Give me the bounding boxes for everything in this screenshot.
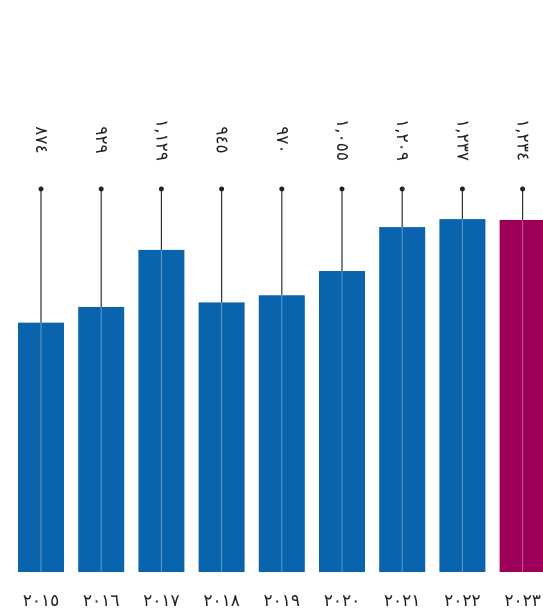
value-label: ١,٢٠٩ bbox=[392, 119, 412, 161]
x-tick-label: ٢٠١٧ bbox=[143, 591, 180, 611]
label-dot bbox=[459, 186, 465, 192]
label-dot bbox=[98, 186, 104, 192]
x-tick-label: ٢٠١٩ bbox=[264, 591, 301, 611]
label-dot bbox=[38, 186, 44, 192]
x-tick-label: ٢٠١٨ bbox=[203, 591, 240, 611]
x-tick-label: ٢٠١٥ bbox=[23, 591, 60, 611]
x-tick-label: ٢٠٢٢ bbox=[444, 591, 481, 611]
bar bbox=[499, 219, 543, 572]
x-tick-label: ٢٠٢٣ bbox=[504, 591, 541, 611]
bar bbox=[18, 322, 64, 572]
x-tick-label: ٢٠٢١ bbox=[384, 591, 421, 611]
bar bbox=[439, 219, 486, 572]
value-label: ١,١٢٩ bbox=[151, 119, 171, 161]
value-label: ١,٢٣٤ bbox=[513, 119, 533, 161]
bar bbox=[198, 302, 245, 572]
value-label: ١,٠٥٥ bbox=[332, 119, 352, 161]
value-label: ٩٧٠ bbox=[272, 126, 292, 153]
value-label: ٨٧٤ bbox=[31, 126, 51, 153]
label-dot bbox=[219, 186, 225, 192]
value-label: ١,٢٣٧ bbox=[452, 119, 472, 161]
value-label: ٩٤٥ bbox=[212, 126, 232, 153]
bar bbox=[319, 271, 365, 572]
bar bbox=[258, 295, 305, 572]
label-dot bbox=[520, 186, 526, 192]
value-label: ٩٢٩ bbox=[91, 126, 111, 153]
label-dot bbox=[399, 186, 405, 192]
x-tick-label: ٢٠١٦ bbox=[83, 591, 120, 611]
bar bbox=[138, 249, 185, 572]
x-tick-label: ٢٠٢٠ bbox=[324, 591, 361, 611]
bar bbox=[78, 306, 125, 572]
label-dot bbox=[339, 186, 345, 192]
label-dot bbox=[279, 186, 285, 192]
bar bbox=[379, 227, 426, 572]
label-dot bbox=[158, 186, 164, 192]
